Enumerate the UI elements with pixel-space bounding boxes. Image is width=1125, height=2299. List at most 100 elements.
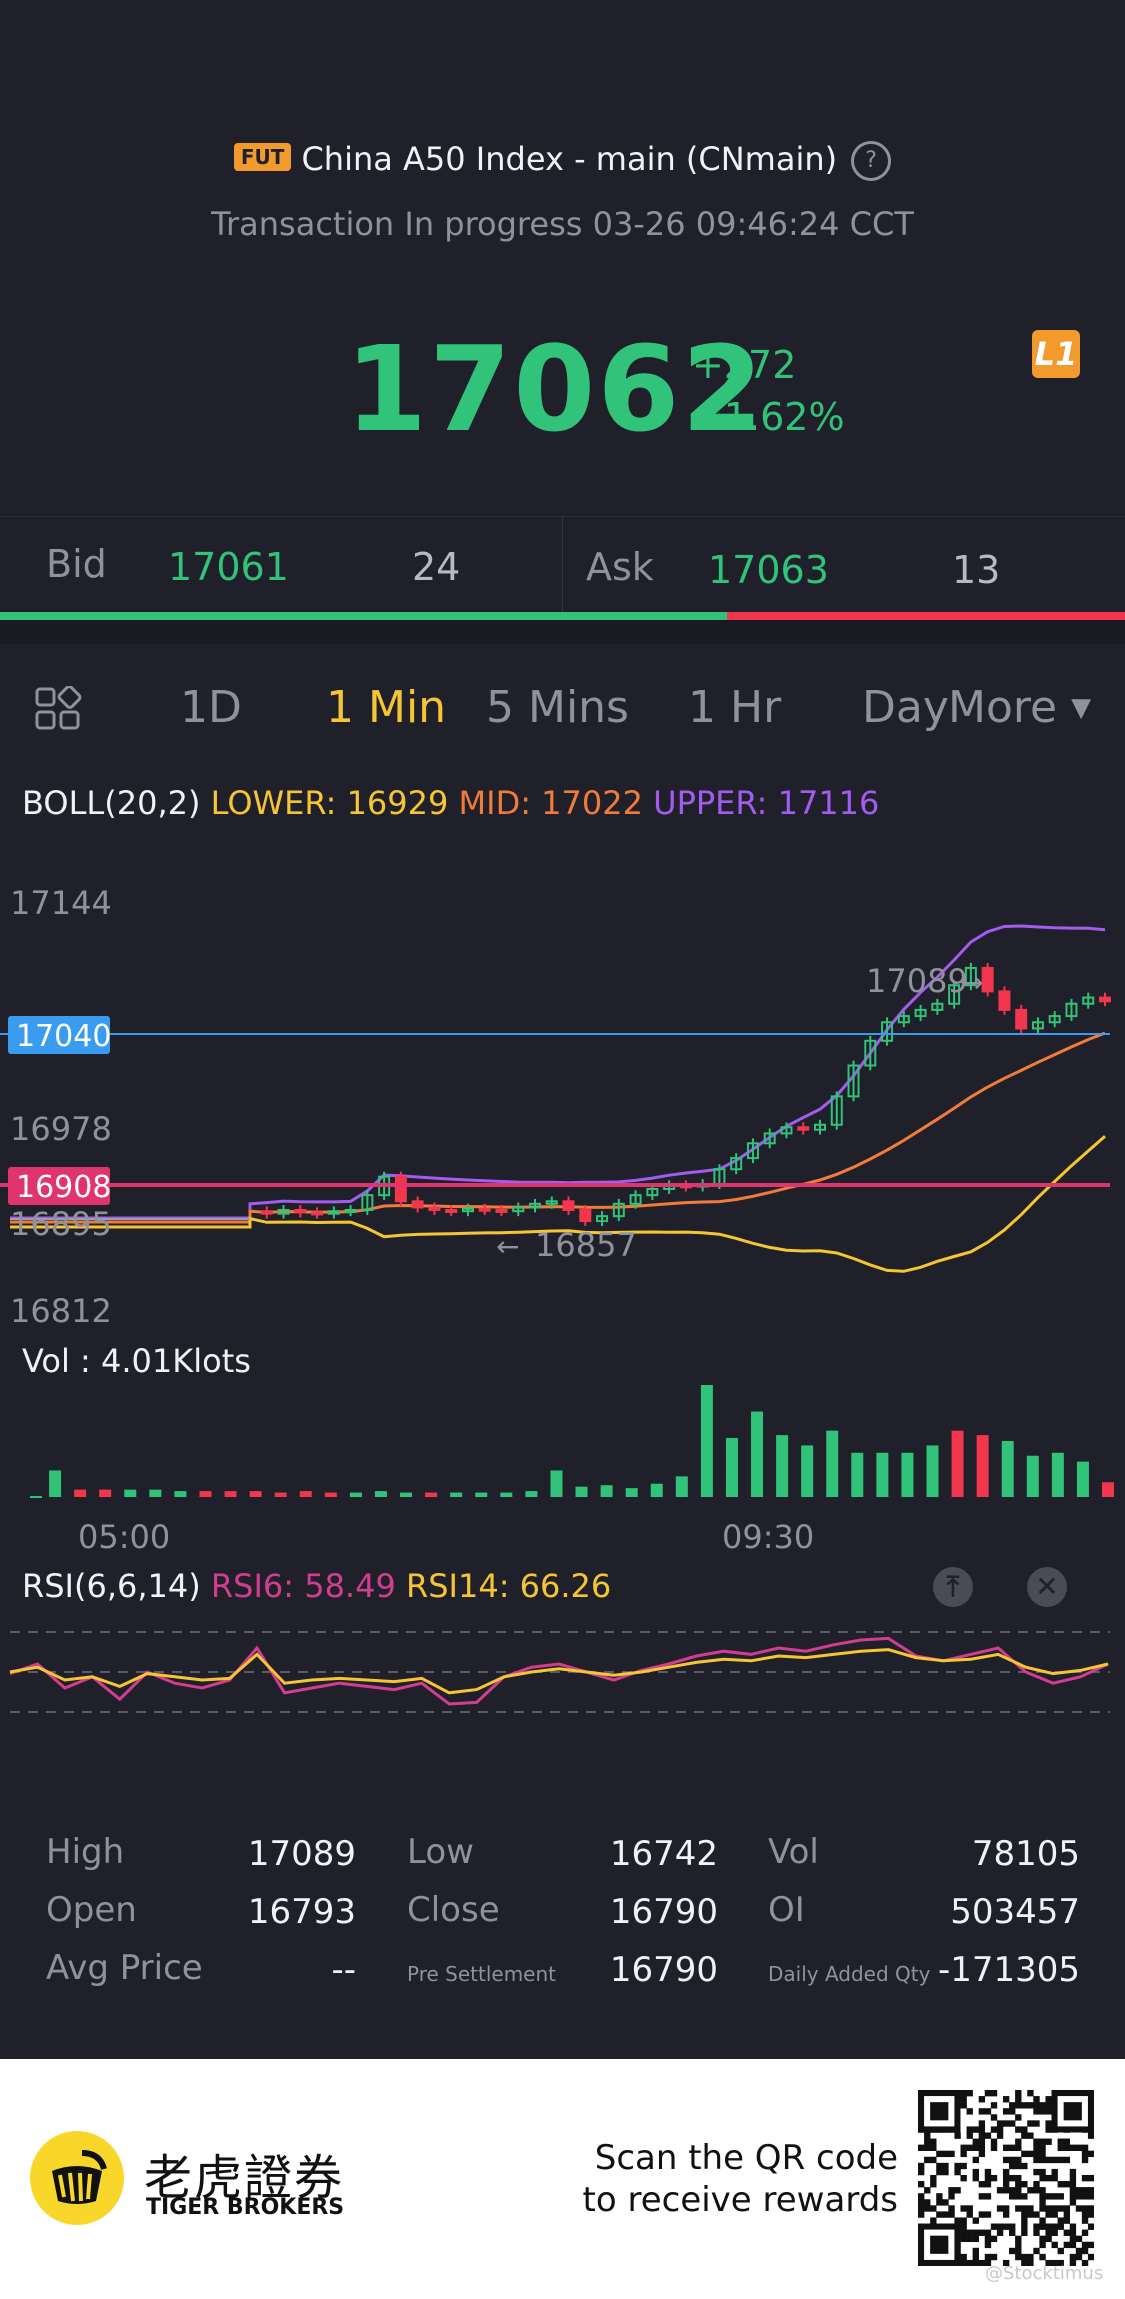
qr-module bbox=[1009, 2156, 1016, 2164]
qr-module bbox=[918, 2211, 925, 2218]
qr-module bbox=[1045, 2102, 1052, 2109]
tab-more[interactable]: More ▼ bbox=[948, 682, 1091, 733]
pin-top-icon[interactable]: ⤒ bbox=[933, 1567, 973, 1607]
bid-depth-bar bbox=[0, 612, 727, 620]
candle-body bbox=[998, 990, 1011, 1011]
qr-module bbox=[1045, 2174, 1052, 2182]
candle-body bbox=[1015, 1008, 1028, 1030]
qr-module bbox=[918, 2181, 925, 2188]
tab-1min[interactable]: 1 Min bbox=[326, 682, 447, 733]
qr-module bbox=[984, 2241, 992, 2249]
qr-module bbox=[1069, 2223, 1077, 2230]
qr-module bbox=[1027, 2259, 1034, 2266]
qr-module bbox=[1081, 2193, 1089, 2200]
qr-module bbox=[1045, 2211, 1052, 2218]
qr-module bbox=[1021, 2211, 1028, 2218]
qr-module bbox=[972, 2144, 979, 2151]
qr-finder bbox=[930, 2102, 949, 2121]
candle-body bbox=[847, 1064, 860, 1098]
qr-module bbox=[984, 2108, 992, 2115]
rsi-lines bbox=[9, 1636, 1109, 1706]
tab-1d[interactable]: 1D bbox=[180, 682, 242, 733]
qr-module bbox=[930, 2181, 937, 2188]
volume-bar bbox=[224, 1491, 237, 1497]
qr-module bbox=[1051, 2168, 1058, 2176]
qr-module bbox=[1002, 2259, 1010, 2266]
volume-bar bbox=[851, 1452, 864, 1497]
qr-module bbox=[1002, 2211, 1010, 2218]
qr-module bbox=[984, 2229, 992, 2236]
rsi-name: RSI(6,6,14) bbox=[22, 1567, 201, 1605]
ask-size: 13 bbox=[952, 548, 1001, 592]
volume-label: Vol : 4.01Klots bbox=[22, 1342, 251, 1380]
qr-module bbox=[1009, 2187, 1016, 2194]
qr-module bbox=[990, 2144, 998, 2151]
volume-bar bbox=[550, 1470, 563, 1497]
volume-bar bbox=[1102, 1482, 1114, 1497]
chart-layout-icon[interactable] bbox=[34, 686, 84, 732]
qr-module bbox=[924, 2199, 931, 2206]
qr-module bbox=[1057, 2193, 1064, 2200]
qr-module bbox=[1002, 2144, 1010, 2151]
candle-body bbox=[445, 1208, 458, 1213]
qr-module bbox=[1009, 2247, 1016, 2255]
qr-module bbox=[1039, 2187, 1046, 2194]
candle-body bbox=[931, 1002, 944, 1011]
candle-body bbox=[361, 1194, 374, 1211]
qr-module bbox=[990, 2223, 998, 2230]
volume-bar bbox=[1026, 1455, 1039, 1497]
rsi14-value: RSI14: 66.26 bbox=[405, 1567, 612, 1605]
qr-module bbox=[960, 2174, 967, 2182]
qr-module bbox=[1033, 2156, 1040, 2164]
qr-module bbox=[918, 2168, 925, 2176]
qr-module bbox=[966, 2205, 973, 2212]
qr-module bbox=[990, 2253, 998, 2261]
qr-module bbox=[1057, 2259, 1064, 2266]
chevron-down-icon: ▼ bbox=[1071, 693, 1092, 723]
tab-day[interactable]: Day bbox=[862, 682, 949, 733]
qr-module bbox=[942, 2211, 949, 2218]
qr-module bbox=[918, 2199, 925, 2206]
tab-1hr[interactable]: 1 Hr bbox=[688, 682, 782, 733]
candle-body bbox=[629, 1194, 642, 1205]
candle-body bbox=[646, 1187, 659, 1197]
qr-module bbox=[1009, 2102, 1016, 2109]
qr-module bbox=[960, 2162, 967, 2170]
qr-module bbox=[1081, 2211, 1089, 2218]
qr-module bbox=[1015, 2114, 1022, 2121]
candle-body bbox=[1082, 996, 1095, 1005]
qr-module bbox=[1033, 2150, 1040, 2158]
price-chart[interactable]: 17144 16978 16812 16895 17040 16908 1708… bbox=[0, 840, 1125, 1720]
close-icon[interactable]: ✕ bbox=[1027, 1567, 1067, 1607]
volume-bar bbox=[751, 1411, 764, 1497]
reference-label-pink: 16908 bbox=[16, 1170, 111, 1205]
qr-module bbox=[978, 2120, 986, 2127]
qr-module bbox=[1002, 2187, 1010, 2194]
qr-module bbox=[996, 2126, 1004, 2133]
qr-module bbox=[1009, 2120, 1016, 2127]
qr-module bbox=[1069, 2259, 1077, 2266]
qr-module bbox=[1081, 2150, 1089, 2158]
qr-module bbox=[972, 2235, 979, 2243]
qr-module bbox=[1045, 2096, 1052, 2103]
time-label-open: 09:30 bbox=[722, 1518, 814, 1556]
stat-pre-settlement-label: Pre Settlement bbox=[407, 1962, 557, 1986]
question-circle-icon[interactable]: ? bbox=[851, 141, 892, 181]
qr-module bbox=[1027, 2132, 1034, 2139]
qr-module bbox=[972, 2259, 979, 2266]
qr-code-icon[interactable] bbox=[918, 2090, 1094, 2266]
qr-module bbox=[966, 2259, 973, 2266]
candle-body bbox=[864, 1039, 877, 1067]
qr-module bbox=[942, 2162, 949, 2170]
qr-module bbox=[1051, 2205, 1058, 2212]
qr-module bbox=[972, 2168, 979, 2176]
bid-size: 24 bbox=[412, 545, 461, 589]
volume-bar bbox=[500, 1492, 513, 1497]
volume-bar bbox=[425, 1492, 438, 1497]
qr-module bbox=[1075, 2144, 1083, 2151]
qr-module bbox=[960, 2235, 967, 2243]
qr-module bbox=[1027, 2120, 1034, 2127]
level1-badge[interactable]: L1 bbox=[1032, 330, 1080, 378]
tab-5mins[interactable]: 5 Mins bbox=[486, 682, 629, 733]
ask-depth-bar bbox=[726, 612, 1125, 620]
